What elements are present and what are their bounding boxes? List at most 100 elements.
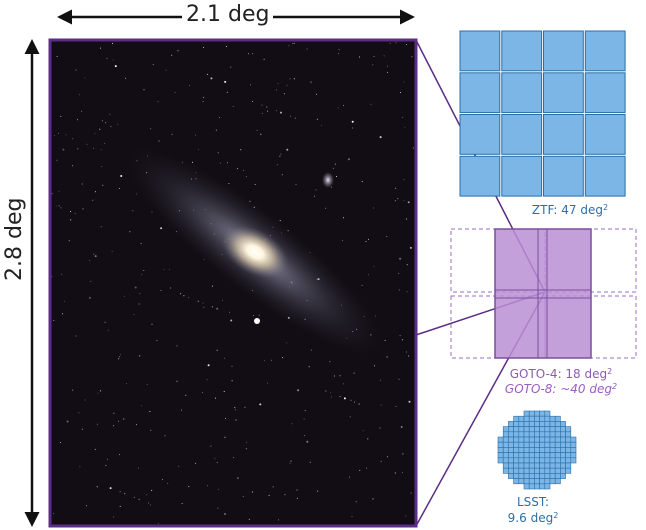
star (250, 84, 251, 86)
bright-star (254, 318, 260, 324)
star (228, 183, 230, 184)
star (304, 435, 306, 437)
star (407, 201, 410, 204)
star (162, 479, 164, 480)
star (72, 138, 74, 140)
star (62, 148, 65, 151)
star (353, 372, 355, 374)
star (338, 53, 340, 55)
star (214, 397, 216, 399)
star (325, 207, 327, 209)
lsst-sensor (502, 441, 509, 448)
star (271, 359, 272, 361)
lsst-sensor (549, 436, 556, 443)
star (294, 117, 296, 119)
lsst-sensor (554, 457, 561, 464)
star (58, 132, 59, 134)
star (97, 392, 99, 394)
lsst-sensor (554, 421, 561, 427)
lsst-sensor (528, 426, 535, 433)
star (96, 423, 98, 425)
lsst-sensor (534, 483, 540, 490)
ztf-ccd (584, 30, 626, 72)
ztf-ccd (543, 114, 584, 155)
star (113, 516, 115, 518)
ztf-ccd (501, 114, 543, 155)
star (236, 168, 238, 170)
lsst-sensor (528, 457, 535, 464)
lsst-sensor (539, 457, 546, 464)
star (408, 355, 410, 357)
star (280, 153, 282, 155)
star (263, 58, 265, 60)
lsst-sensor (539, 452, 546, 459)
star (150, 429, 152, 431)
star (275, 89, 277, 91)
star (343, 397, 346, 400)
lsst-sensor (502, 452, 509, 459)
lsst-sensor (534, 415, 540, 422)
star (289, 462, 291, 464)
ztf-ccd (543, 72, 584, 114)
star (373, 55, 375, 57)
ztf-ccd (459, 30, 501, 72)
lsst-sensor (554, 462, 561, 469)
ztf-ccd (543, 155, 584, 197)
lsst-sensor (513, 415, 520, 422)
lsst-sensor (560, 473, 566, 479)
star (60, 115, 62, 117)
lsst-sensor (544, 415, 551, 422)
star (304, 410, 306, 412)
height-label: 2.8 deg (2, 193, 27, 285)
lsst-sensor (518, 473, 525, 479)
star (203, 306, 205, 308)
lsst-sensor (518, 441, 525, 448)
star (368, 238, 369, 240)
star (267, 110, 269, 112)
lsst-sensor (554, 467, 561, 474)
star (119, 188, 120, 189)
lsst-sensor (523, 410, 530, 417)
lsst-sensor (513, 478, 520, 485)
star (68, 240, 70, 242)
star (254, 183, 256, 185)
lsst-sensor (549, 415, 556, 422)
star (100, 390, 101, 392)
lsst-sensor (518, 457, 525, 464)
lsst-sensor (534, 462, 540, 469)
ztf-ccd (584, 114, 626, 155)
lsst-sensor (513, 462, 520, 469)
star (336, 176, 337, 177)
star (387, 456, 388, 458)
star (134, 286, 137, 289)
lsst-sensor (560, 426, 566, 433)
star (316, 93, 317, 95)
lsst-sensor (565, 462, 572, 469)
lsst-sensor (528, 462, 535, 469)
star (171, 54, 173, 56)
goto4-caption: GOTO-4: 18 deg2 (509, 367, 613, 381)
star (263, 360, 265, 362)
lsst-sensor (539, 483, 546, 490)
ztf-ccd (543, 30, 584, 72)
lsst-sensor (554, 447, 561, 453)
star (140, 243, 142, 245)
star (225, 417, 226, 419)
star (320, 124, 322, 126)
star (75, 69, 77, 71)
star (105, 122, 107, 124)
lsst-sensor (544, 421, 551, 427)
star (188, 486, 190, 488)
lsst-sensor (518, 431, 525, 438)
star (258, 314, 260, 316)
star (355, 501, 357, 503)
lsst-sensor (513, 452, 520, 459)
star (150, 128, 152, 130)
star (292, 43, 294, 44)
star (148, 502, 150, 504)
star (358, 403, 360, 405)
star (398, 378, 400, 380)
star (408, 400, 411, 403)
lsst-sensor (539, 473, 546, 479)
